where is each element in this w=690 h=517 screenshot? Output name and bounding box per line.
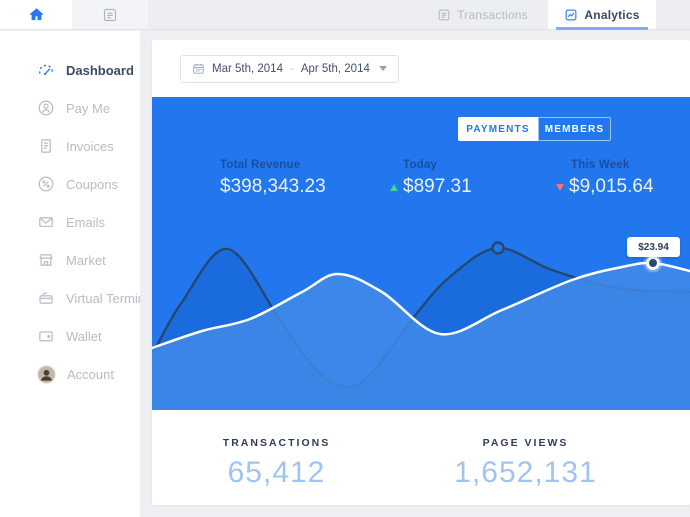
chart-area: $23.94: [152, 230, 690, 410]
footer-stat-page-views: PAGE VIEWS 1,652,131: [401, 437, 650, 490]
tab-transactions-label: Transactions: [457, 7, 528, 22]
chart-tooltip: $23.94: [627, 237, 680, 257]
calendar-icon: [193, 63, 204, 74]
series-toggle: PAYMENTS MEMBERS: [458, 117, 611, 141]
stat-value: $897.31: [403, 176, 472, 197]
gauge-icon: [39, 64, 53, 76]
payments-chart[interactable]: [152, 230, 690, 410]
sidebar-item-dashboard[interactable]: Dashboard: [0, 51, 140, 89]
date-range-picker[interactable]: Mar 5th, 2014 - Apr 5th, 2014: [180, 54, 399, 83]
stat-this-week: This Week $9,015.64: [556, 159, 654, 198]
storefront-icon: [39, 254, 53, 266]
stat-total-revenue: Total Revenue $398,343.23: [220, 159, 326, 198]
stat-label: Today: [403, 159, 438, 171]
sidebar-item-label: Wallet: [66, 328, 102, 344]
date-range-start: Mar 5th, 2014: [212, 62, 283, 75]
main-content: Mar 5th, 2014 - Apr 5th, 2014 PAYMENTS M…: [140, 31, 690, 517]
analytics-card: Mar 5th, 2014 - Apr 5th, 2014 PAYMENTS M…: [152, 40, 690, 505]
trend-down-icon: [556, 183, 564, 191]
list-box-icon: [103, 8, 117, 21]
sidebar-item-label: Dashboard: [66, 62, 134, 78]
topbar-spacer: [656, 0, 690, 29]
wallet-icon: [39, 331, 53, 342]
sidebar-item-label: Invoices: [66, 138, 114, 154]
date-row: Mar 5th, 2014 - Apr 5th, 2014: [152, 40, 690, 97]
footer-stats: TRANSACTIONS 65,412 PAGE VIEWS 1,652,131: [152, 410, 690, 490]
date-range-separator: -: [289, 62, 294, 75]
invoice-icon: [41, 139, 51, 153]
transactions-icon: [438, 9, 450, 20]
sidebar-item-label: Market: [66, 252, 106, 268]
sidebar-item-label: Emails: [66, 214, 106, 230]
sidebar-item-invoices[interactable]: Invoices: [0, 127, 140, 165]
percent-circle-icon: [38, 176, 54, 192]
sidebar-item-label: Coupons: [66, 176, 119, 192]
pages-tab[interactable]: [72, 0, 148, 29]
payments-toggle-button[interactable]: PAYMENTS: [458, 117, 538, 141]
footer-stat-value: 65,412: [227, 456, 326, 489]
sidebar-item-market[interactable]: Market: [0, 241, 140, 279]
light-series-marker: [646, 256, 660, 270]
payments-panel: PAYMENTS MEMBERS Total Revenue $398,343.…: [152, 97, 690, 410]
person-circle-icon: [38, 100, 54, 116]
tab-analytics[interactable]: Analytics: [548, 0, 656, 30]
envelope-icon: [39, 217, 53, 228]
stat-label: This Week: [571, 159, 630, 171]
stat-value: $9,015.64: [569, 176, 654, 197]
card-swipe-icon: [39, 292, 53, 304]
footer-stat-value: 1,652,131: [454, 456, 597, 489]
home-icon: [29, 8, 43, 21]
topbar: Transactions Analytics: [0, 0, 690, 30]
sidebar-item-virtual-terminal[interactable]: Virtual Terminal: [0, 279, 155, 317]
stat-label: Total Revenue: [220, 159, 301, 171]
stat-value: $398,343.23: [220, 176, 326, 197]
members-toggle-button[interactable]: MEMBERS: [538, 117, 611, 141]
sidebar-item-coupons[interactable]: Coupons: [0, 165, 140, 203]
footer-stat-transactions: TRANSACTIONS 65,412: [152, 437, 401, 490]
sidebar-item-account[interactable]: Account: [0, 355, 140, 393]
sidebar-item-wallet[interactable]: Wallet: [0, 317, 140, 355]
sidebar: Dashboard Pay Me Invoices Coupons: [0, 31, 155, 517]
caret-down-icon: [378, 66, 387, 71]
sidebar-item-pay-me[interactable]: Pay Me: [0, 89, 140, 127]
dark-series-marker: [491, 241, 505, 255]
sidebar-item-label: Virtual Terminal: [66, 290, 156, 306]
stat-today: Today $897.31: [390, 159, 472, 198]
sidebar-item-label: Pay Me: [66, 100, 111, 116]
sidebar-item-label: Account: [67, 366, 114, 382]
sidebar-nav: Dashboard Pay Me Invoices Coupons: [0, 31, 155, 393]
trend-up-icon: [390, 183, 398, 191]
sidebar-item-emails[interactable]: Emails: [0, 203, 140, 241]
topbar-tabs: Transactions Analytics: [148, 0, 690, 30]
date-range-end: Apr 5th, 2014: [300, 62, 370, 75]
avatar: [37, 364, 56, 384]
home-tab[interactable]: [0, 0, 72, 29]
analytics-check-icon: [565, 9, 577, 20]
footer-stat-label: PAGE VIEWS: [482, 437, 569, 449]
tab-analytics-label: Analytics: [584, 7, 640, 22]
tab-transactions[interactable]: Transactions: [430, 0, 535, 29]
footer-stat-label: TRANSACTIONS: [222, 437, 331, 449]
